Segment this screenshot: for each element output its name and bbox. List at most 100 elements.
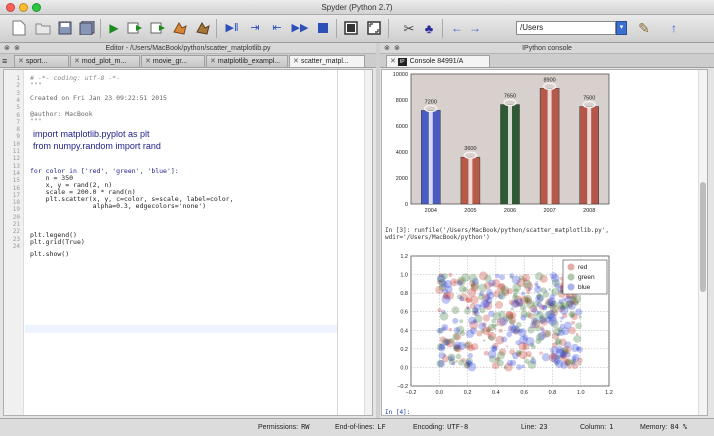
scatter-point-green [458, 359, 465, 366]
editor-tab-5[interactable]: ✕ scatter_matpl... [289, 55, 365, 67]
scatter-point-blue [537, 297, 540, 301]
console-undock-icon[interactable]: ⊗ [394, 45, 400, 52]
console-prompt[interactable]: In [4]: [385, 409, 411, 416]
preferences-icon[interactable]: ✂ [403, 20, 415, 36]
tab-close-icon[interactable]: ✕ [390, 58, 396, 65]
console-tab[interactable]: ✕ IP Console 84991/A [386, 55, 490, 67]
status-encoding: Encoding: UTF-8 [413, 423, 469, 431]
bar-y-tick-label: 2000 [396, 176, 408, 182]
scatter-point-red [436, 279, 442, 285]
scatter-point-green [542, 291, 550, 298]
code-editor[interactable]: 1 2 3 4 5 6 7 8 9 10 11 12 13 14 15 16 17 18 19 20 21 22 23 24 … [3, 69, 373, 416]
back-icon[interactable]: ← [451, 21, 463, 35]
scatter-point-blue [547, 297, 556, 307]
editor-tab-2[interactable]: ✕ mod_plot_m... [70, 55, 140, 67]
ipython-icon: IP [397, 58, 407, 66]
debug-next-icon[interactable]: ▶▶ [291, 21, 309, 34]
debug-icon[interactable] [194, 19, 212, 37]
scatter-point-green [498, 310, 506, 318]
editor-tab-4[interactable]: ✕ matplotlib_exampl... [206, 55, 288, 67]
tab-close-icon[interactable]: ✕ [210, 58, 216, 65]
python-path-icon[interactable]: ♣ [424, 20, 434, 36]
scatter-point-green [450, 357, 452, 359]
zoom-window-button[interactable] [32, 3, 41, 12]
scatter-point-red [491, 361, 500, 370]
scatter-point-green [557, 326, 563, 333]
open-file-icon[interactable] [34, 19, 52, 37]
scatter-point-blue [473, 303, 482, 311]
stop-debug-icon[interactable] [314, 19, 332, 37]
console-close-icon[interactable]: ⊗ [384, 45, 390, 52]
minimize-window-button[interactable] [19, 3, 28, 12]
run-icon[interactable]: ▶ [109, 21, 119, 35]
tab-close-icon[interactable]: ✕ [293, 58, 299, 65]
scatter-point-red [439, 343, 443, 346]
scatter-point-green [568, 310, 576, 318]
legend-marker-red [567, 263, 575, 271]
scatter-point-green [551, 290, 554, 293]
editor-close-icon[interactable]: ⊗ [4, 45, 10, 52]
scatter-y-tick-label: 0.0 [400, 365, 408, 371]
scatter-point-green [562, 347, 569, 354]
tab-close-icon[interactable]: ✕ [145, 58, 151, 65]
scatter-point-blue [558, 329, 565, 337]
save-all-icon[interactable] [78, 19, 96, 37]
tab-close-icon[interactable]: ✕ [74, 58, 80, 65]
console-scrollbar[interactable] [698, 70, 707, 415]
maximize-pane-icon[interactable] [342, 19, 360, 37]
scatter-point-red [444, 338, 451, 346]
scatter-point-green [573, 334, 582, 343]
scatter-point-blue [478, 322, 486, 330]
scatter-point-green [573, 338, 575, 340]
scatter-point-red [439, 336, 447, 344]
debug-continue-icon[interactable]: ⇥ [250, 21, 260, 34]
working-directory-field[interactable]: /Users [516, 21, 616, 35]
scatter-point-blue [554, 282, 561, 289]
scatter-point-blue [486, 297, 493, 304]
run-selection-icon[interactable] [171, 19, 189, 37]
scatter-point-green [500, 285, 510, 295]
run-config-icon[interactable] [126, 19, 144, 37]
scatter-point-red [467, 287, 477, 297]
scatter-point-blue [527, 287, 532, 291]
scatter-point-blue [465, 359, 472, 366]
ipython-console[interactable]: 0 2000 4000 6000 8000 10000 7200 2004 3600 2005 76… [381, 69, 708, 416]
scatter-point-red [576, 357, 583, 364]
scatter-point-green [491, 331, 493, 334]
scatter-point-red [492, 279, 501, 288]
fullscreen-icon[interactable] [365, 19, 383, 37]
scatter-point-red [509, 326, 514, 331]
scatter-point-red [472, 310, 478, 316]
new-file-icon[interactable] [10, 19, 28, 37]
scatter-point-blue [515, 340, 521, 346]
code-line-15: plt.grid(True) [30, 238, 85, 246]
tab-close-icon[interactable]: ✕ [18, 58, 24, 65]
editor-tab-3[interactable]: ✕ movie_gr... [141, 55, 205, 67]
forward-icon[interactable]: → [469, 21, 481, 35]
working-directory-dropdown[interactable]: ▾ [616, 21, 627, 35]
scatter-point-red [527, 312, 534, 319]
scatter-point-blue [550, 346, 559, 355]
save-icon[interactable] [56, 19, 74, 37]
console-scrollbar-thumb[interactable] [700, 182, 706, 292]
up-folder-icon[interactable]: ↑ [671, 21, 677, 35]
editor-undock-icon[interactable]: ⊗ [14, 45, 20, 52]
scatter-point-red [562, 345, 572, 355]
scatter-point-blue [560, 361, 569, 369]
browse-folder-icon[interactable]: ✎ [638, 20, 650, 36]
debug-step-icon[interactable]: ▶‖ [225, 21, 239, 34]
run-cell-icon[interactable] [149, 19, 167, 37]
scatter-point-green [527, 326, 535, 334]
scatter-point-blue [559, 352, 566, 359]
scatter-point-green [530, 316, 540, 326]
debug-return-icon[interactable]: ⇤ [272, 21, 282, 34]
scatter-point-green [527, 296, 529, 298]
tab-list-icon[interactable]: ≡ [2, 56, 8, 66]
close-window-button[interactable] [6, 3, 15, 12]
scatter-point-green [491, 323, 497, 329]
pane-splitter[interactable] [376, 43, 380, 418]
bar-y-tick-label: 10000 [393, 72, 408, 78]
editor-tab-1[interactable]: ✕ sport... [14, 55, 69, 67]
scatter-point-green [516, 321, 522, 328]
editor-scrollbar[interactable] [364, 70, 372, 415]
